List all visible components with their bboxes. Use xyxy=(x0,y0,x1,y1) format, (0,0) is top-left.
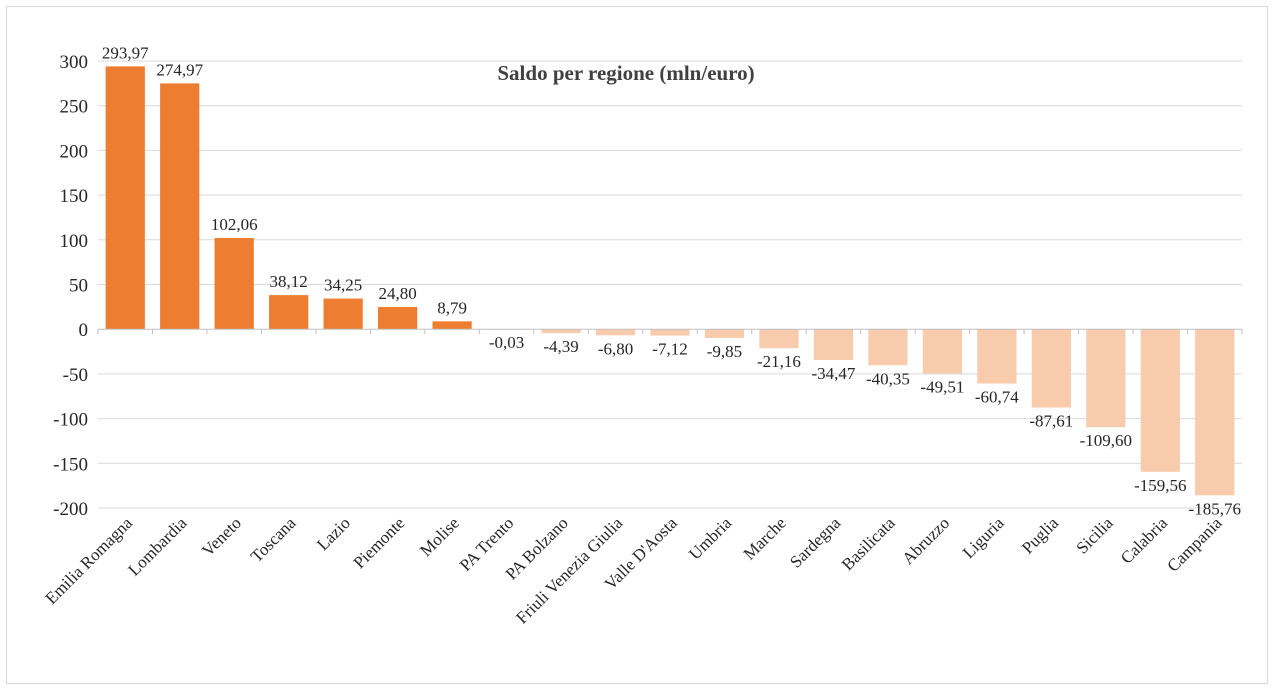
bar xyxy=(1140,329,1180,472)
data-label: -109,60 xyxy=(1080,431,1132,450)
y-tick-label: 150 xyxy=(60,186,89,207)
y-axis: 300 250 200 150 100 50 0 -50 -100 -150 -200 xyxy=(53,52,88,520)
data-label: 38,12 xyxy=(270,272,308,291)
data-label: -0,03 xyxy=(489,333,524,352)
data-label: -185,76 xyxy=(1189,499,1241,518)
data-label: 274,97 xyxy=(156,60,203,79)
y-tick-label: -150 xyxy=(53,454,88,475)
data-label: -4,39 xyxy=(543,337,578,356)
x-tick-label: Lombardia xyxy=(124,513,190,579)
bar xyxy=(1031,329,1071,408)
y-tick-label: 100 xyxy=(60,231,89,252)
x-tick-label: Liguria xyxy=(959,513,1008,562)
x-tick-label: Piemonte xyxy=(350,513,409,572)
x-tick-label: Molise xyxy=(416,513,463,560)
y-tick-label: 50 xyxy=(69,276,88,297)
y-tick-label: 0 xyxy=(79,320,89,341)
x-tick-label: Emilia Romagna xyxy=(42,513,137,608)
data-label: -49,51 xyxy=(920,377,964,396)
chart-title: Saldo per regione (mln/euro) xyxy=(497,61,754,85)
data-label: -7,12 xyxy=(652,340,687,359)
bar xyxy=(378,307,418,330)
bar xyxy=(269,295,309,330)
zero-axis xyxy=(97,328,1243,335)
y-tick-label: -100 xyxy=(53,410,88,431)
bar xyxy=(105,66,145,330)
data-label: -9,85 xyxy=(707,342,742,361)
data-label: 24,80 xyxy=(378,284,416,303)
x-tick-label: Sardegna xyxy=(786,513,844,571)
data-label: 293,97 xyxy=(102,43,149,62)
x-tick-label: Marche xyxy=(740,513,790,563)
data-label: -6,80 xyxy=(598,339,633,358)
x-tick-label: Lazio xyxy=(313,513,354,554)
y-tick-label: 250 xyxy=(60,97,89,118)
x-tick-label: Umbria xyxy=(685,513,735,563)
x-tick-label: Sicilia xyxy=(1072,513,1116,557)
bar xyxy=(323,298,363,330)
x-tick-label: Toscana xyxy=(247,513,300,566)
y-tick-label: 200 xyxy=(60,141,89,162)
y-tick-label: -200 xyxy=(53,499,88,520)
bar xyxy=(759,329,799,349)
x-tick-label: Puglia xyxy=(1018,513,1062,557)
data-label: 8,79 xyxy=(437,298,467,317)
y-tick-label: 300 xyxy=(60,52,89,73)
x-tick-label: Calabria xyxy=(1117,513,1171,567)
bar xyxy=(214,237,254,330)
bar xyxy=(1195,329,1235,496)
data-labels: 293,97 274,97 102,06 38,12 34,25 24,80 8,79 -0,… xyxy=(102,43,1241,518)
bar xyxy=(813,329,854,361)
data-label: 34,25 xyxy=(324,276,362,295)
data-label: -159,56 xyxy=(1134,476,1186,495)
data-label: -34,47 xyxy=(811,364,855,383)
bar xyxy=(704,329,745,339)
data-label: -40,35 xyxy=(866,369,910,388)
bar xyxy=(650,329,690,336)
x-tick-label: Basilicata xyxy=(838,513,899,574)
x-tick-label: Abruzzo xyxy=(898,513,953,568)
data-label: -60,74 xyxy=(975,388,1019,407)
bars xyxy=(105,66,1235,496)
y-tick-label: -50 xyxy=(63,365,88,386)
bar xyxy=(595,329,636,336)
x-tick-label: Campania xyxy=(1163,513,1225,575)
bar xyxy=(868,329,908,366)
bar xyxy=(160,83,200,330)
bar xyxy=(922,329,962,374)
bar xyxy=(432,321,472,330)
data-label: -21,16 xyxy=(757,352,801,371)
bar xyxy=(977,329,1017,384)
x-tick-label: Veneto xyxy=(198,513,245,560)
data-label: -87,61 xyxy=(1029,412,1073,431)
bar xyxy=(1086,329,1126,428)
bar xyxy=(541,329,581,334)
data-label: 102,06 xyxy=(211,215,258,234)
